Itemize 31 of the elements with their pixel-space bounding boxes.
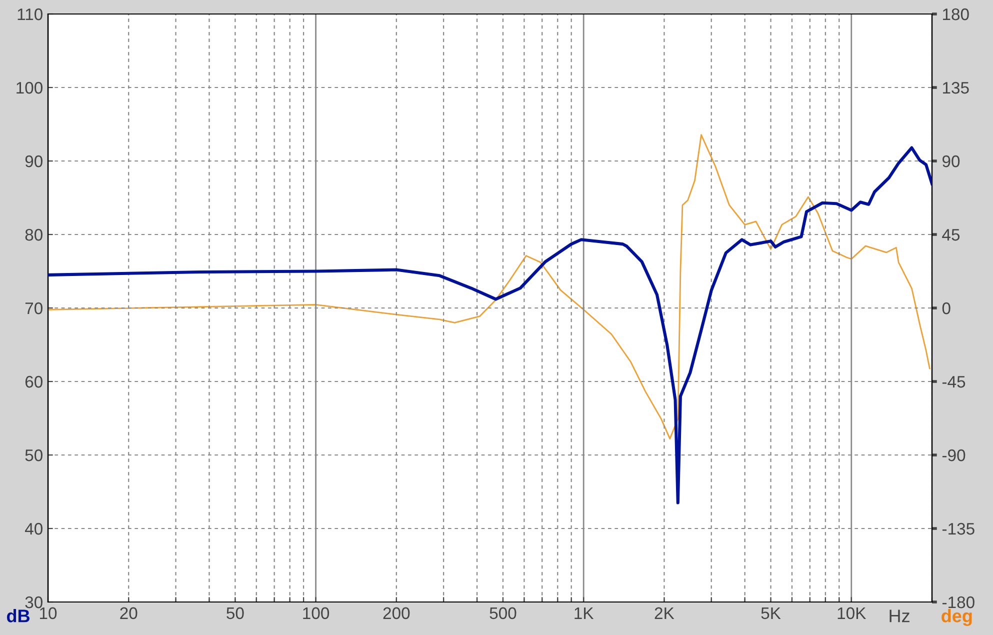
y2-tick-label: -90 [942,449,966,462]
y-tick-label: 80 [25,228,42,241]
x-tick-label: 5K [761,607,781,620]
x-tick-label: 100 [303,607,330,620]
y2-tick-label: -135 [942,522,974,535]
y-tick-label: 110 [18,8,42,20]
y-tick-label: 70 [25,302,42,314]
y-tick-label: 90 [25,155,42,168]
x-axis-title: Hz [890,610,910,622]
y2-tick-label: 0 [942,302,950,314]
y-axis-title: dB [6,609,30,622]
y-tick-label: 40 [24,522,42,535]
x-tick-label: 20 [120,607,138,620]
y2-axis-title: deg [942,609,972,626]
y-tick-label: 50 [25,449,42,462]
x-tick-label: 10K [838,607,866,620]
x-tick-label: 10 [40,607,57,620]
y-tick-label: 100 [16,82,42,94]
x-tick-label: 500 [490,607,516,620]
x-tick-label: 2K [654,607,674,619]
y2-tick-label: 90 [942,155,960,168]
y2-tick-label: 135 [942,82,969,94]
y-tick-label: 30 [25,596,42,608]
y2-tick-label: -45 [942,376,966,388]
x-tick-label: 200 [383,607,410,620]
y2-tick-label: -180 [942,596,974,608]
x-tick-label: 50 [226,607,244,620]
y2-tick-label: 180 [942,8,969,20]
y-tick-label: 60 [25,376,42,388]
y2-tick-label: 45 [942,229,960,241]
x-tick-label: 1K [574,607,594,619]
